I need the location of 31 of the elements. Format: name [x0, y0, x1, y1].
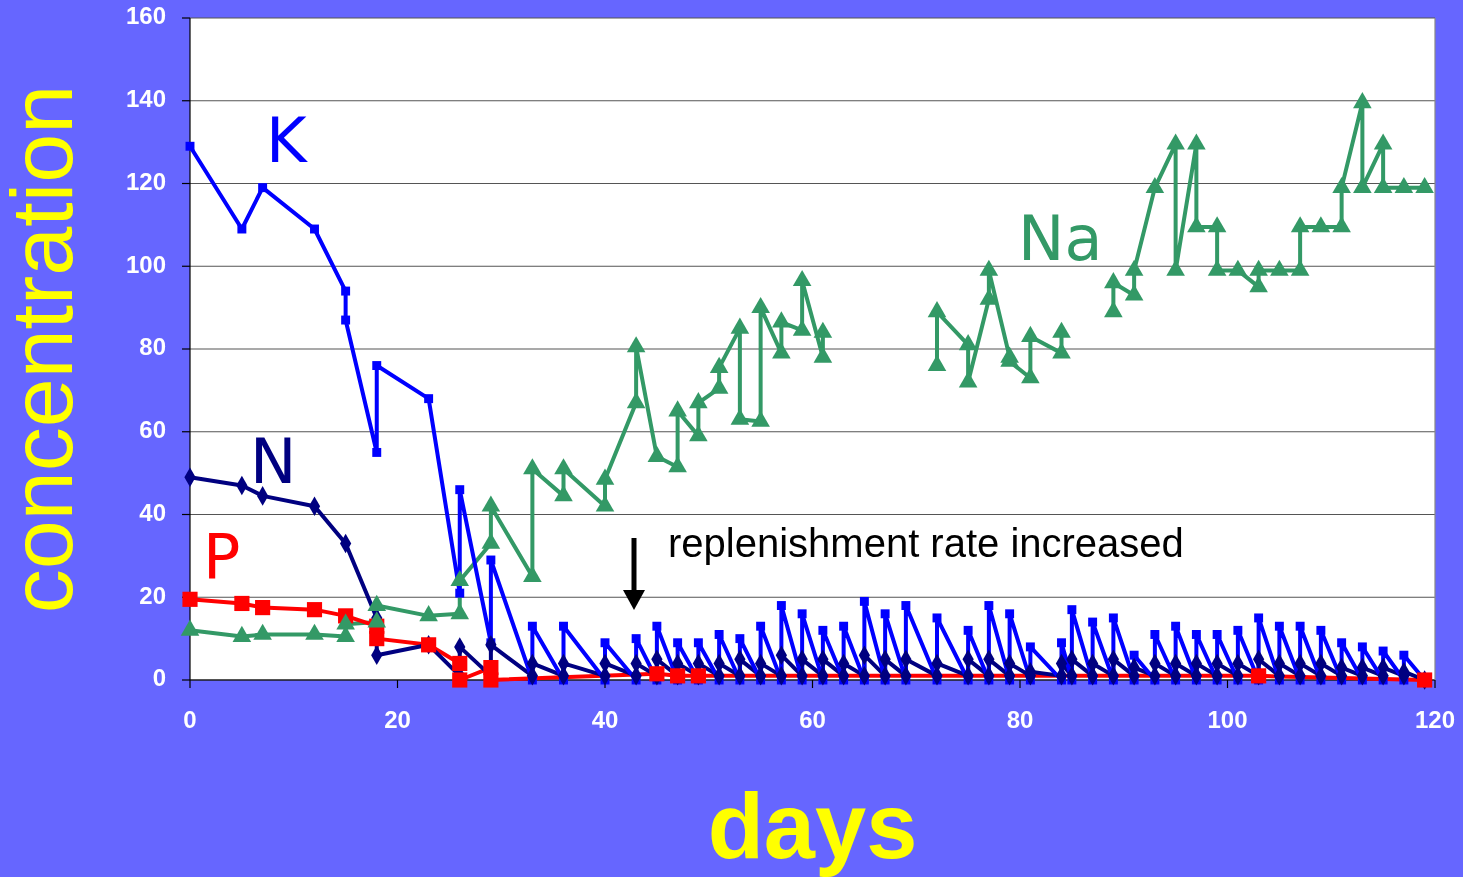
- point: [306, 602, 323, 618]
- x-tick-label: 0: [183, 706, 197, 733]
- point: [483, 672, 499, 688]
- x-tick-label: 20: [384, 706, 411, 733]
- y-tick-label: 120: [125, 167, 166, 195]
- series-label: Na: [1018, 202, 1103, 275]
- point: [255, 600, 271, 616]
- y-tick-label: 160: [125, 2, 166, 30]
- y-tick-label: 80: [139, 333, 166, 361]
- point: [369, 631, 385, 647]
- point: [649, 666, 665, 682]
- y-axis-title: concentration: [0, 84, 91, 614]
- point: [452, 672, 468, 688]
- series-label: K: [266, 104, 308, 177]
- point: [234, 595, 250, 612]
- y-tick-label: 100: [125, 250, 166, 278]
- y-tick-label: 140: [125, 85, 166, 113]
- x-tick-label: 60: [799, 706, 826, 733]
- x-tick-label: 40: [591, 706, 619, 733]
- point: [182, 591, 198, 607]
- x-tick-label: 120: [1414, 706, 1456, 733]
- y-tick-label: 0: [152, 664, 166, 692]
- series-label: N: [250, 425, 297, 498]
- annotation: replenishment rate increased: [668, 520, 1184, 565]
- point: [452, 655, 468, 672]
- x-tick-label: 80: [1006, 706, 1034, 733]
- series-label: P: [203, 520, 241, 593]
- x-tick-label: 100: [1207, 706, 1248, 733]
- y-tick-label: 60: [139, 416, 166, 444]
- y-tick-label: 40: [139, 498, 166, 526]
- y-tick-label: 20: [139, 581, 166, 609]
